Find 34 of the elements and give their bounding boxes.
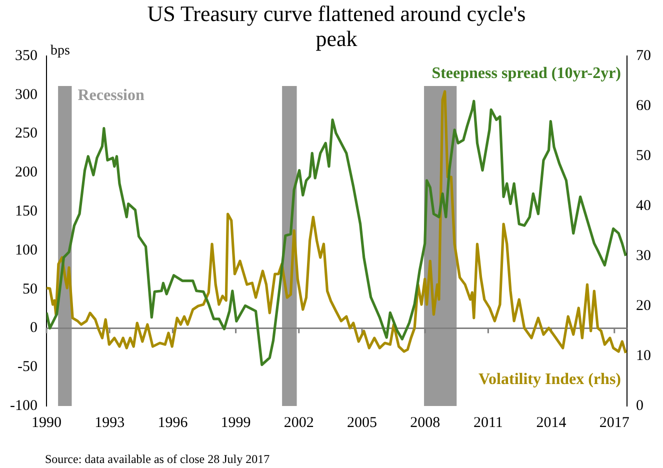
x-tick-label: 2014 [536, 414, 567, 431]
series-label: Volatility Index (rhs) [478, 371, 621, 388]
y-tick-label: -100 [10, 398, 38, 414]
x-tick-label: 1996 [158, 414, 188, 431]
y-tick-label: 0 [30, 320, 38, 336]
y-tick-label: 50 [22, 281, 38, 298]
y2-tick-label: 20 [636, 298, 651, 314]
y2-tick-label: 30 [636, 248, 651, 264]
y2-tick-label: 60 [636, 98, 651, 114]
y2-tick-label: 10 [636, 348, 651, 364]
y2-tick-label: 70 [636, 48, 651, 64]
x-tick-label: 1993 [94, 414, 125, 431]
x-tick-label: 2005 [346, 414, 377, 431]
y-tick-label: 150 [14, 203, 38, 220]
y2-tick-label: 0 [636, 398, 644, 414]
y-tick-label: 350 [14, 48, 38, 64]
source-note: Source: data available as of close 28 July 2017 [45, 452, 270, 466]
x-tick-label: 1990 [31, 414, 62, 431]
band-label: Recession [78, 87, 144, 104]
y-tick-label: 300 [14, 86, 38, 103]
y-tick-label: 250 [14, 126, 38, 142]
y-tick-label: 200 [14, 164, 38, 181]
y-axis-title: bps [50, 44, 70, 59]
x-tick-label: 2002 [284, 414, 314, 431]
chart-title: US Treasury curve flattened around cycle's peak [147, 0, 526, 51]
x-tick-label: 2017 [599, 414, 630, 431]
x-tick-label: 2011 [473, 414, 503, 431]
x-tick-label: 2008 [410, 414, 440, 431]
y-tick-label: 100 [14, 242, 38, 258]
y-tick-label: -50 [17, 359, 38, 376]
x-tick-label: 1999 [220, 414, 251, 431]
y2-tick-label: 50 [636, 148, 651, 164]
y2-tick-label: 40 [636, 198, 651, 214]
text: Steepness spread (10yr-2yr) [432, 65, 621, 82]
